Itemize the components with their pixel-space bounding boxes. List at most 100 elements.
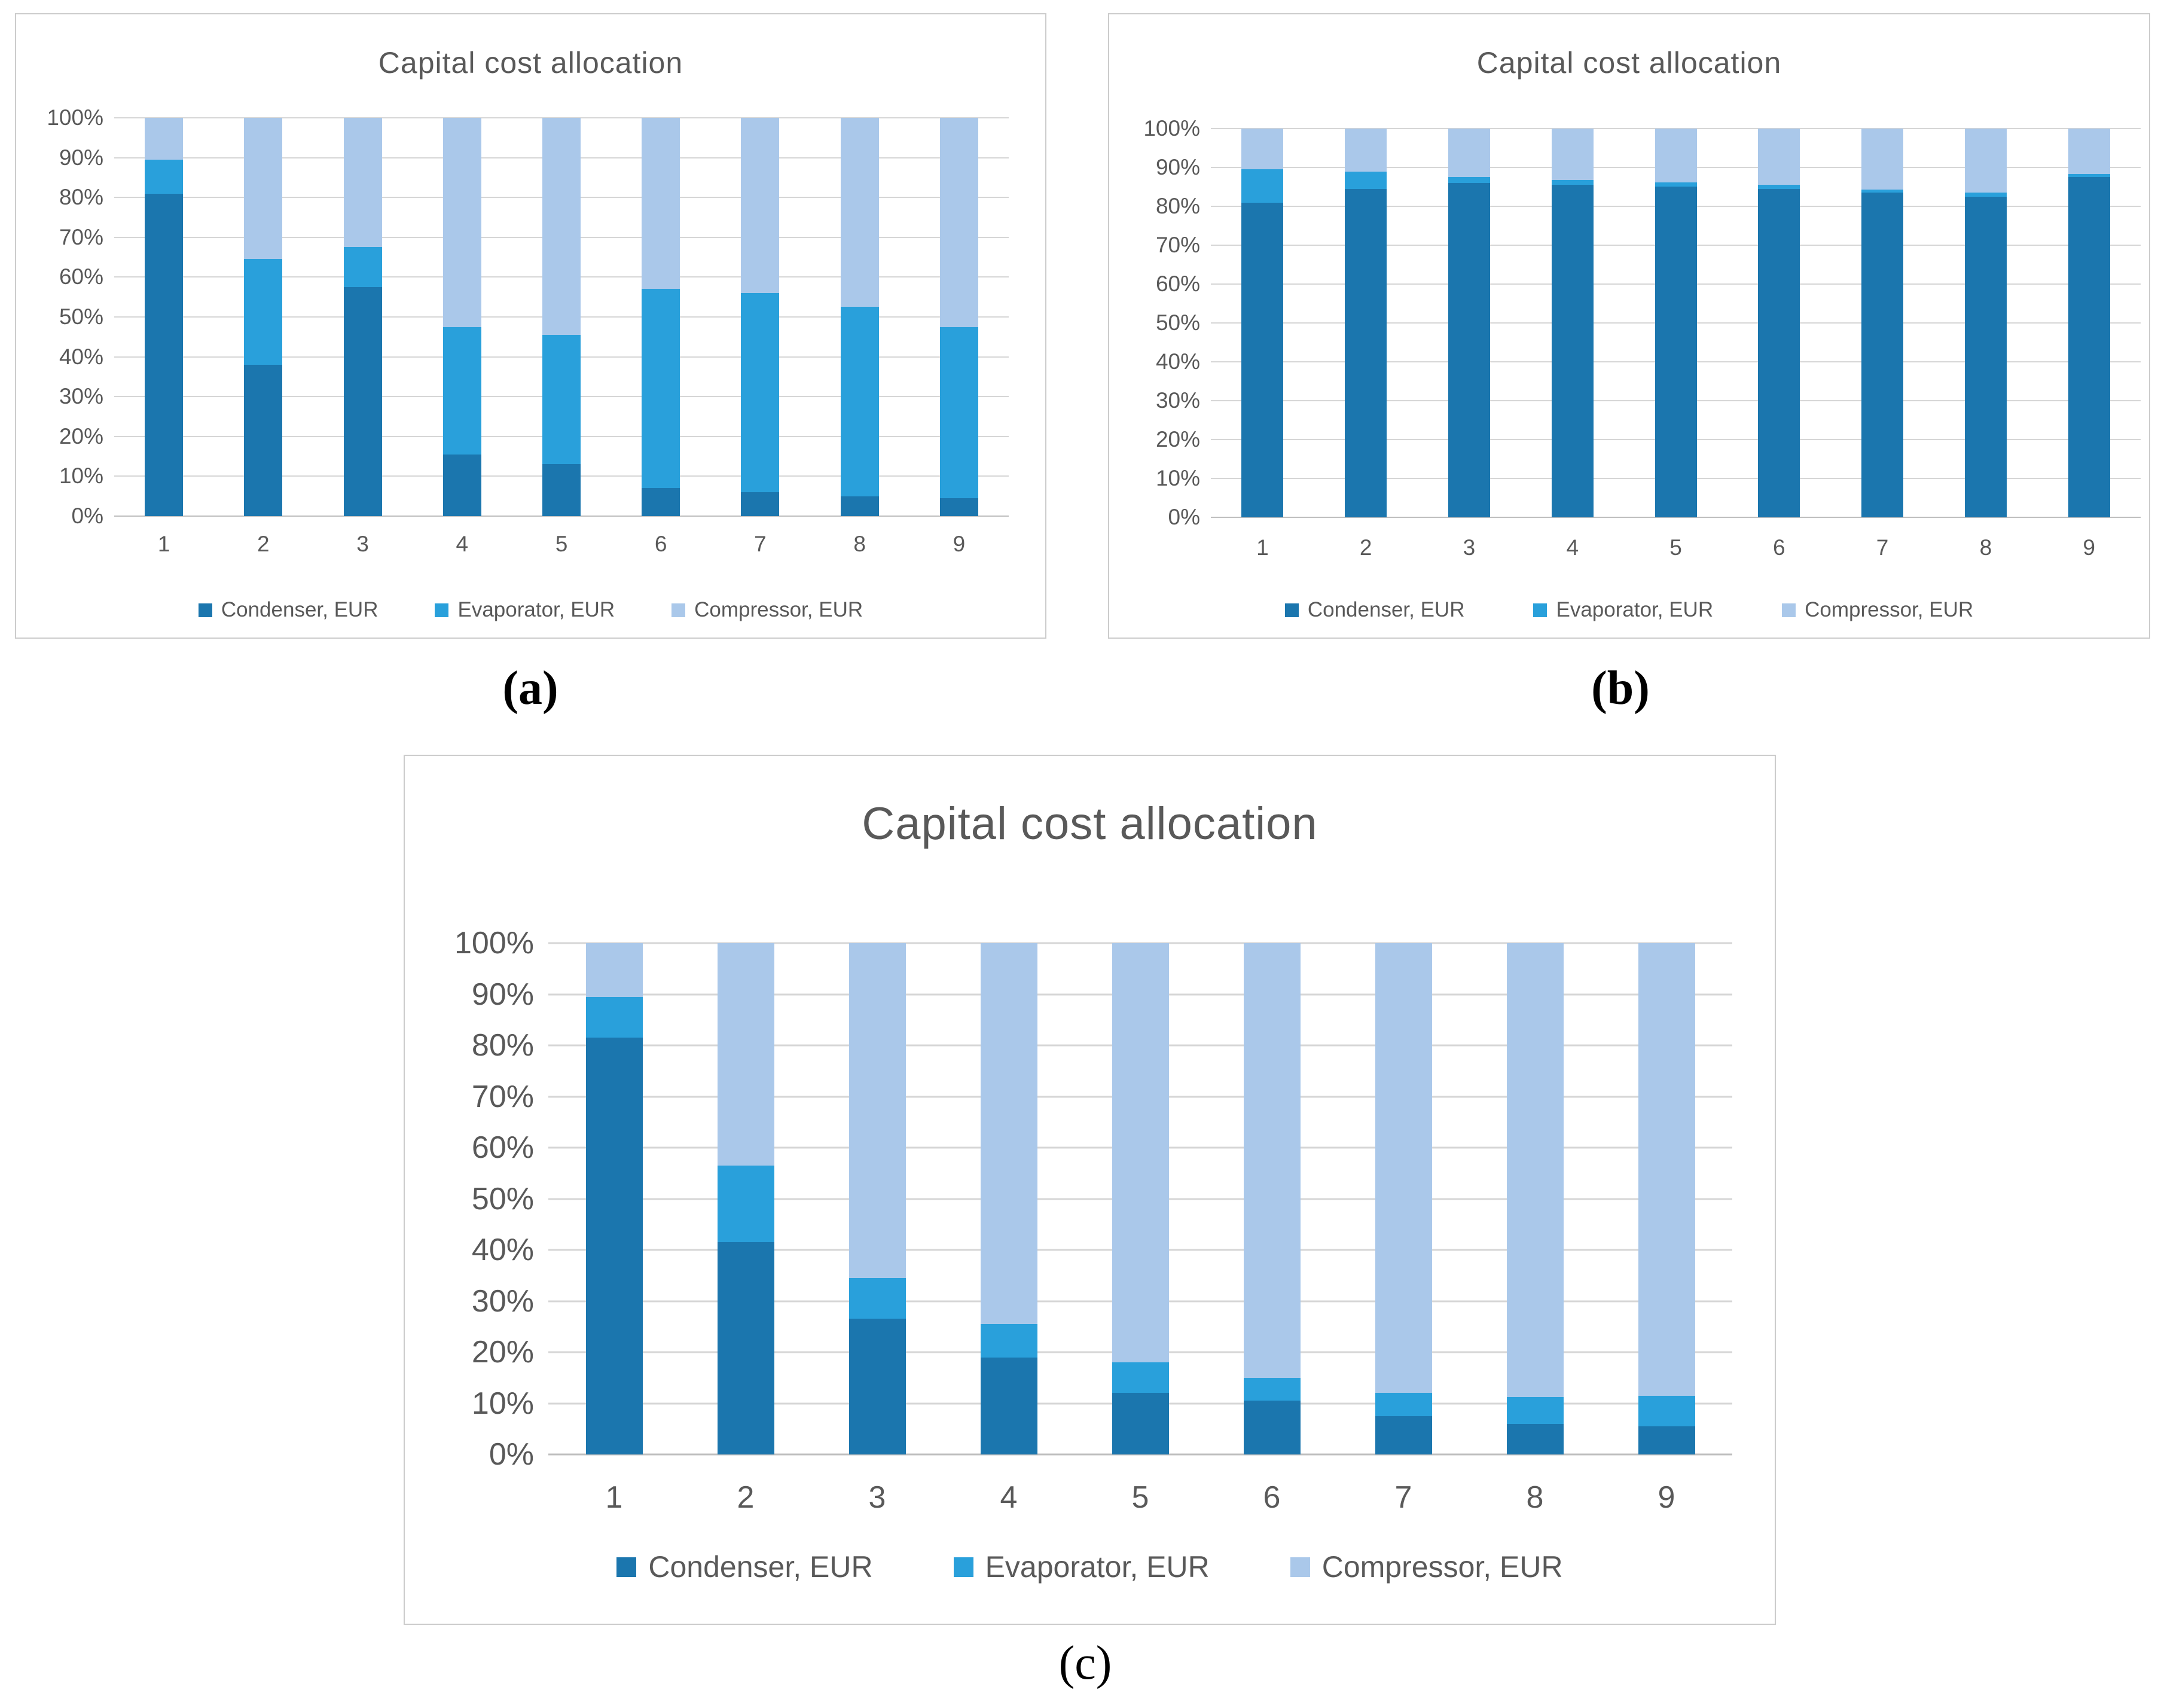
bar-slot <box>548 943 680 1454</box>
segment-condenser-eur <box>1243 1401 1301 1454</box>
y-tick-label: 20% <box>1155 427 1200 452</box>
y-tick-label: 100% <box>1143 116 1200 141</box>
x-tick-label: 3 <box>868 1480 886 1515</box>
segment-compressor-eur <box>2068 129 2110 175</box>
legend-item-compressor-eur: Compressor, EUR <box>671 598 863 622</box>
x-tick-label: 4 <box>456 532 469 556</box>
x-axis: 1 2 3 4 5 6 7 8 9 <box>548 1480 1732 1515</box>
bar-slot <box>1338 943 1469 1454</box>
y-tick-label: 0% <box>1168 505 1200 529</box>
y-tick-label: 40% <box>1155 349 1200 374</box>
x-tick-label: 5 <box>1669 535 1682 560</box>
x-tick-label: 2 <box>737 1480 755 1515</box>
legend-swatch-icon <box>1782 603 1796 617</box>
segment-compressor-eur <box>1655 129 1697 182</box>
y-tick-label: 70% <box>1155 233 1200 257</box>
segment-compressor-eur <box>244 118 283 260</box>
subfigure-label-a: (a) <box>502 662 558 715</box>
segment-condenser-eur <box>1638 1426 1695 1454</box>
legend-swatch-icon <box>1284 603 1299 617</box>
bar-slot <box>1727 129 1831 517</box>
chart-panel-b: Capital cost allocation 0% 10% 20% 30% 40% 50… <box>1108 13 2150 639</box>
stacked-bar-4 <box>980 943 1037 1454</box>
x-tick-label: 6 <box>654 532 667 556</box>
segment-condenser-eur <box>1506 1423 1564 1454</box>
x-tick-label: 3 <box>1463 535 1476 560</box>
y-tick-label: 50% <box>59 304 103 329</box>
segment-evaporator-eur <box>442 327 481 455</box>
segment-evaporator-eur <box>1375 1393 1432 1416</box>
bar-slot <box>1211 129 1314 517</box>
stacked-bar-6 <box>1243 943 1301 1454</box>
x-axis: 1 2 3 4 5 6 7 8 9 <box>114 532 1009 557</box>
segment-compressor-eur <box>642 118 680 289</box>
legend-label: Compressor, EUR <box>1321 1550 1563 1584</box>
segment-condenser-eur <box>1375 1416 1432 1454</box>
stacked-bar-9 <box>1638 943 1695 1454</box>
segment-compressor-eur <box>343 118 382 248</box>
legend-item-condenser-eur: Condenser, EUR <box>1284 598 1464 622</box>
segment-evaporator-eur <box>1345 171 1387 189</box>
segment-compressor-eur <box>1112 943 1169 1363</box>
segment-condenser-eur <box>939 498 978 516</box>
y-axis: 0% 10% 20% 30% 40% 50% 60% 70% 80% 90% 100% <box>1104 116 1200 529</box>
x-tick-label: 9 <box>953 532 966 556</box>
segment-compressor-eur <box>1964 129 2007 193</box>
segment-compressor-eur <box>741 118 780 294</box>
y-tick-label: 60% <box>471 1130 534 1165</box>
legend-swatch-icon <box>1290 1557 1310 1577</box>
stacked-bar-3 <box>343 118 382 516</box>
legend-item-compressor-eur: Compressor, EUR <box>1782 598 1973 622</box>
bar-slot <box>611 118 710 516</box>
y-tick-label: 90% <box>471 977 534 1012</box>
y-tick-label: 80% <box>1155 194 1200 218</box>
segment-evaporator-eur <box>1241 169 1284 203</box>
segment-compressor-eur <box>442 118 481 327</box>
segment-evaporator-eur <box>939 327 978 499</box>
segment-evaporator-eur <box>717 1165 774 1243</box>
segment-evaporator-eur <box>1758 185 1800 189</box>
stacked-bar-9 <box>939 118 978 516</box>
chart-panel-c: Capital cost allocation 0% 10% 20% 30% 40% 50… <box>404 755 1776 1625</box>
x-axis: 1 2 3 4 5 6 7 8 9 <box>1211 535 2141 560</box>
segment-condenser-eur <box>1551 185 1594 517</box>
segment-compressor-eur <box>585 943 643 997</box>
stacked-bar-1 <box>145 118 184 516</box>
segment-compressor-eur <box>939 118 978 327</box>
legend: Condenser, EUR Evaporator, EUR Compressor,… <box>405 1550 1775 1584</box>
bar-slot <box>1469 943 1601 1454</box>
segment-compressor-eur <box>717 943 774 1166</box>
stacked-bar-8 <box>1964 129 2007 517</box>
y-tick-label: 10% <box>1155 466 1200 490</box>
bar-slot <box>313 118 412 516</box>
segment-condenser-eur <box>642 488 680 516</box>
segment-condenser-eur <box>442 454 481 516</box>
x-tick-label: 7 <box>754 532 767 556</box>
segment-compressor-eur <box>1243 943 1301 1378</box>
segment-compressor-eur <box>1861 129 1904 190</box>
y-tick-label: 70% <box>59 224 103 249</box>
legend-label: Evaporator, EUR <box>457 598 615 621</box>
y-tick-label: 80% <box>471 1028 534 1063</box>
bar-slot <box>1521 129 1624 517</box>
bar-slot <box>413 118 512 516</box>
y-tick-label: 20% <box>471 1335 534 1370</box>
legend-item-condenser-eur: Condenser, EUR <box>198 598 378 622</box>
segment-evaporator-eur <box>1112 1362 1169 1393</box>
x-tick-label: 8 <box>853 532 866 556</box>
y-axis: 0% 10% 20% 30% 40% 50% 60% 70% 80% 90% 100% <box>396 926 534 1472</box>
x-axis-line <box>548 1453 1732 1456</box>
segment-evaporator-eur <box>1638 1395 1695 1426</box>
segment-condenser-eur <box>741 492 780 516</box>
segment-compressor-eur <box>1448 129 1490 178</box>
bar-slot <box>810 118 909 516</box>
segment-compressor-eur <box>840 118 879 307</box>
legend-item-evaporator-eur: Evaporator, EUR <box>953 1550 1210 1584</box>
plot-area: 0% 10% 20% 30% 40% 50% 60% 70% 80% 90% 100% 1 2 3 4 5 6… <box>47 105 1009 556</box>
segment-evaporator-eur <box>2068 174 2110 178</box>
x-tick-label: 4 <box>1566 535 1579 560</box>
legend-swatch-icon <box>671 603 686 617</box>
segment-condenser-eur <box>1861 193 1904 517</box>
segment-evaporator-eur <box>848 1278 906 1319</box>
